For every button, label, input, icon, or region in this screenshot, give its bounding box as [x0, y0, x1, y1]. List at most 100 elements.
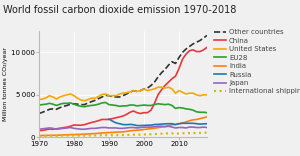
- United States: [205, 94, 209, 96]
- Japan: [160, 125, 163, 127]
- India: [100, 132, 104, 134]
- International shipping and aviation: [118, 134, 121, 136]
- India: [125, 130, 128, 132]
- EU28: [160, 103, 163, 105]
- India: [198, 118, 202, 119]
- Other countries: [188, 46, 191, 47]
- China: [181, 58, 184, 60]
- International shipping and aviation: [156, 133, 160, 135]
- Japan: [139, 127, 142, 128]
- Japan: [181, 127, 184, 128]
- China: [198, 51, 202, 53]
- Other countries: [51, 108, 55, 110]
- International shipping and aviation: [65, 135, 69, 136]
- Other countries: [111, 96, 114, 98]
- Japan: [177, 127, 181, 128]
- Line: China: China: [39, 47, 207, 131]
- Other countries: [139, 90, 142, 92]
- India: [142, 129, 146, 130]
- United States: [48, 95, 51, 97]
- Japan: [153, 126, 156, 128]
- China: [93, 121, 97, 123]
- United States: [90, 97, 93, 99]
- International shipping and aviation: [191, 132, 195, 134]
- International shipping and aviation: [167, 132, 170, 134]
- Russia: [195, 123, 198, 125]
- EU28: [48, 102, 51, 104]
- Russia: [160, 123, 163, 125]
- China: [205, 46, 209, 48]
- United States: [160, 86, 163, 88]
- EU28: [195, 111, 198, 113]
- India: [97, 132, 100, 134]
- United States: [86, 99, 90, 100]
- United States: [146, 90, 149, 92]
- United States: [97, 96, 100, 98]
- Line: Japan: Japan: [39, 126, 207, 129]
- China: [62, 127, 65, 129]
- India: [188, 120, 191, 122]
- Japan: [184, 127, 188, 129]
- Russia: [191, 122, 195, 124]
- International shipping and aviation: [111, 134, 114, 136]
- United States: [55, 98, 58, 100]
- International shipping and aviation: [37, 135, 41, 137]
- Russia: [114, 122, 118, 124]
- Japan: [188, 126, 191, 128]
- EU28: [205, 112, 209, 114]
- India: [167, 125, 170, 127]
- United States: [121, 92, 125, 94]
- Legend: Other countries, China, United States, EU28, India, Russia, Japan, International: Other countries, China, United States, E…: [214, 29, 300, 94]
- Other countries: [44, 110, 48, 112]
- Other countries: [97, 98, 100, 100]
- EU28: [83, 106, 86, 108]
- Japan: [90, 127, 93, 129]
- United States: [188, 92, 191, 94]
- EU28: [111, 104, 114, 106]
- India: [55, 134, 58, 136]
- India: [41, 135, 44, 136]
- Russia: [153, 124, 156, 125]
- China: [128, 111, 132, 113]
- Other countries: [58, 107, 62, 109]
- India: [132, 129, 135, 131]
- India: [202, 117, 205, 119]
- Japan: [72, 127, 76, 129]
- China: [132, 110, 135, 112]
- United States: [142, 88, 146, 90]
- India: [86, 133, 90, 135]
- China: [118, 116, 121, 118]
- International shipping and aviation: [195, 132, 198, 134]
- International shipping and aviation: [132, 134, 135, 136]
- China: [156, 94, 160, 96]
- Japan: [107, 127, 111, 129]
- United States: [51, 96, 55, 98]
- China: [76, 124, 79, 126]
- United States: [163, 87, 167, 89]
- Japan: [69, 127, 72, 128]
- Russia: [167, 123, 170, 125]
- Line: United States: United States: [39, 87, 207, 101]
- Other countries: [177, 57, 181, 58]
- United States: [170, 88, 174, 90]
- International shipping and aviation: [184, 132, 188, 134]
- EU28: [184, 108, 188, 110]
- Other countries: [37, 113, 41, 115]
- United States: [79, 99, 83, 101]
- International shipping and aviation: [205, 132, 209, 134]
- Other countries: [170, 61, 174, 63]
- Other countries: [72, 103, 76, 105]
- International shipping and aviation: [76, 135, 79, 136]
- China: [41, 129, 44, 131]
- United States: [104, 93, 107, 95]
- United States: [83, 100, 86, 102]
- EU28: [97, 103, 100, 105]
- EU28: [86, 105, 90, 107]
- China: [65, 126, 69, 128]
- Russia: [170, 123, 174, 125]
- EU28: [55, 105, 58, 106]
- United States: [195, 94, 198, 96]
- United States: [125, 92, 128, 94]
- Japan: [76, 128, 79, 130]
- EU28: [37, 104, 41, 106]
